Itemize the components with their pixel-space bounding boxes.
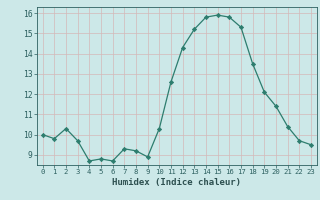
X-axis label: Humidex (Indice chaleur): Humidex (Indice chaleur) (112, 178, 241, 187)
